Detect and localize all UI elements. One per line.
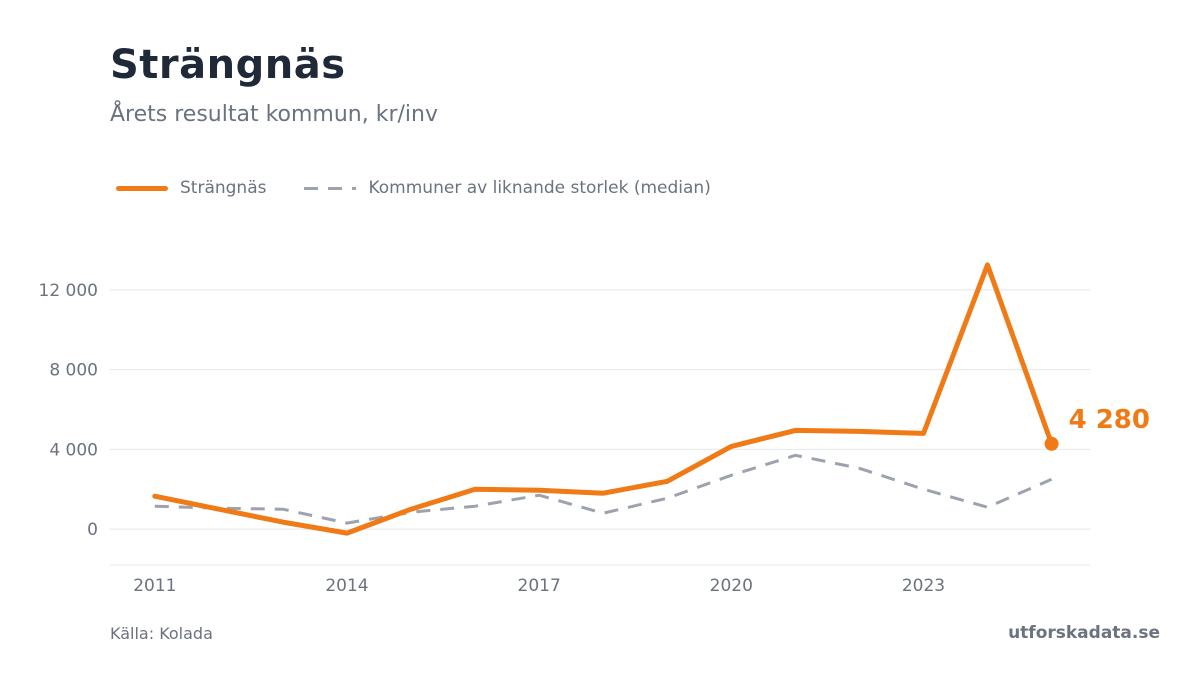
end-point-marker — [1044, 436, 1059, 451]
chart-title: Strängnäs — [110, 42, 346, 88]
legend-item-secondary: Kommuner av liknande storlek (median) — [304, 178, 711, 198]
series-line-median — [154, 453, 1053, 525]
end-value-label: 4 280 — [1069, 405, 1150, 435]
x-tick-label: 2017 — [518, 576, 561, 596]
source-note: Källa: Kolada — [110, 624, 213, 643]
legend: Strängnäs Kommuner av liknande storlek (… — [116, 178, 749, 198]
x-tick-label: 2023 — [902, 576, 945, 596]
legend-swatch-dashed — [304, 184, 357, 192]
x-tick-label: 2011 — [133, 576, 176, 596]
x-tick-label: 2014 — [325, 576, 368, 596]
x-tick-label: 2020 — [710, 576, 753, 596]
series-line-strangnas — [152, 262, 1055, 536]
y-tick-label: 8 000 — [49, 361, 98, 381]
legend-swatch-solid — [116, 184, 168, 192]
legend-item-primary: Strängnäs — [116, 178, 266, 198]
chart-subtitle: Årets resultat kommun, kr/inv — [110, 102, 438, 127]
legend-label-primary: Strängnäs — [180, 178, 267, 198]
brand-link[interactable]: utforskadata.se — [1008, 623, 1160, 643]
y-tick-label: 4 000 — [49, 440, 98, 460]
legend-label-secondary: Kommuner av liknande storlek (median) — [368, 178, 711, 198]
y-tick-label: 0 — [87, 520, 98, 540]
y-tick-label: 12 000 — [39, 281, 98, 301]
